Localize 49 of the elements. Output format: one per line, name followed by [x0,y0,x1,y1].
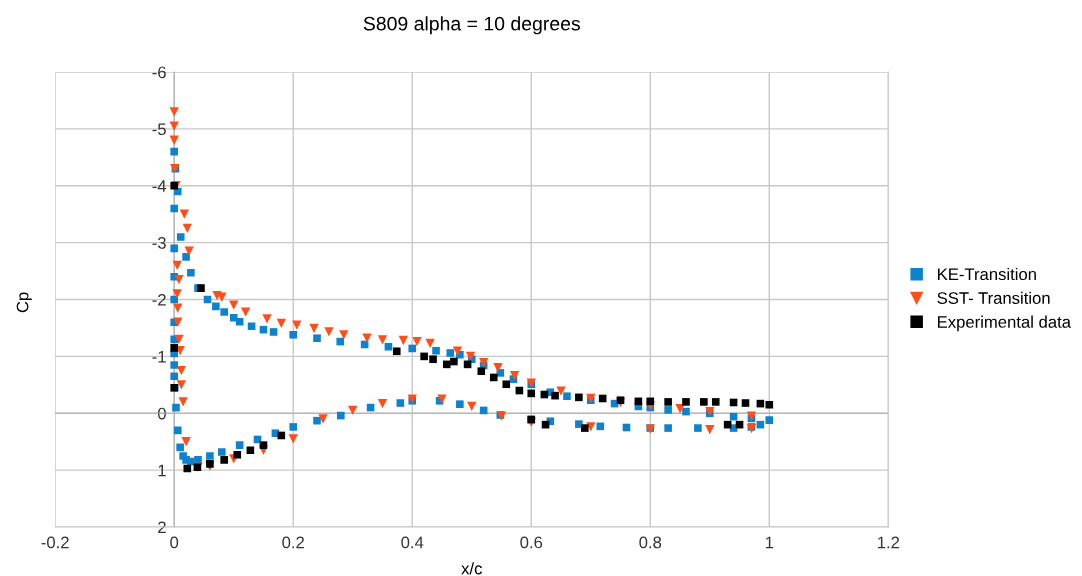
point [233,451,242,459]
x-tick-label: -0.2 [41,536,69,549]
y-tick-label: 0 [157,407,166,420]
point [551,391,559,400]
y-tick-label: 1 [158,464,166,477]
point [183,464,192,473]
y-tick-label: -2 [152,293,166,306]
point [581,424,589,432]
legend-label: SST- Transition [937,291,1050,304]
point [741,399,750,407]
point [664,398,672,406]
point [442,360,451,369]
point [170,344,179,352]
point [765,400,774,409]
point [527,389,536,398]
legend-label: KE-Transition [938,267,1036,281]
x-tick-label: 0.8 [639,536,662,549]
point [646,397,655,406]
point [429,355,437,364]
point [392,347,401,356]
point [682,398,690,406]
x-tick-label: 1 [765,536,774,549]
y-tick-label: -6 [152,66,166,79]
point [711,398,720,406]
point [489,373,498,382]
point [502,380,511,389]
y-tick-label: -4 [152,180,167,192]
point [220,456,228,464]
point [616,396,625,404]
x-axis-title: x/c [461,562,482,575]
x-tick-label: 0.4 [401,536,424,549]
y-tick-label: -1 [152,350,166,363]
point [259,441,268,449]
y-tick-label: 2 [158,521,166,534]
chart-title: S809 alpha = 10 degrees [363,16,580,35]
y-tick-label: -3 [152,237,166,249]
y-axis-title: Cp [16,292,32,313]
point [700,398,708,406]
x-tick-label: 0.2 [282,536,304,549]
point [246,446,255,455]
point [420,352,428,361]
x-tick-label: 0.6 [520,536,543,549]
point [450,357,458,366]
point [575,393,583,402]
legend-label: Experimental data [938,315,1071,332]
x-tick-label: 0 [170,536,179,549]
x-tick-label: 1.2 [878,536,900,549]
y-tick-label: -5 [152,123,166,136]
point [477,367,486,375]
